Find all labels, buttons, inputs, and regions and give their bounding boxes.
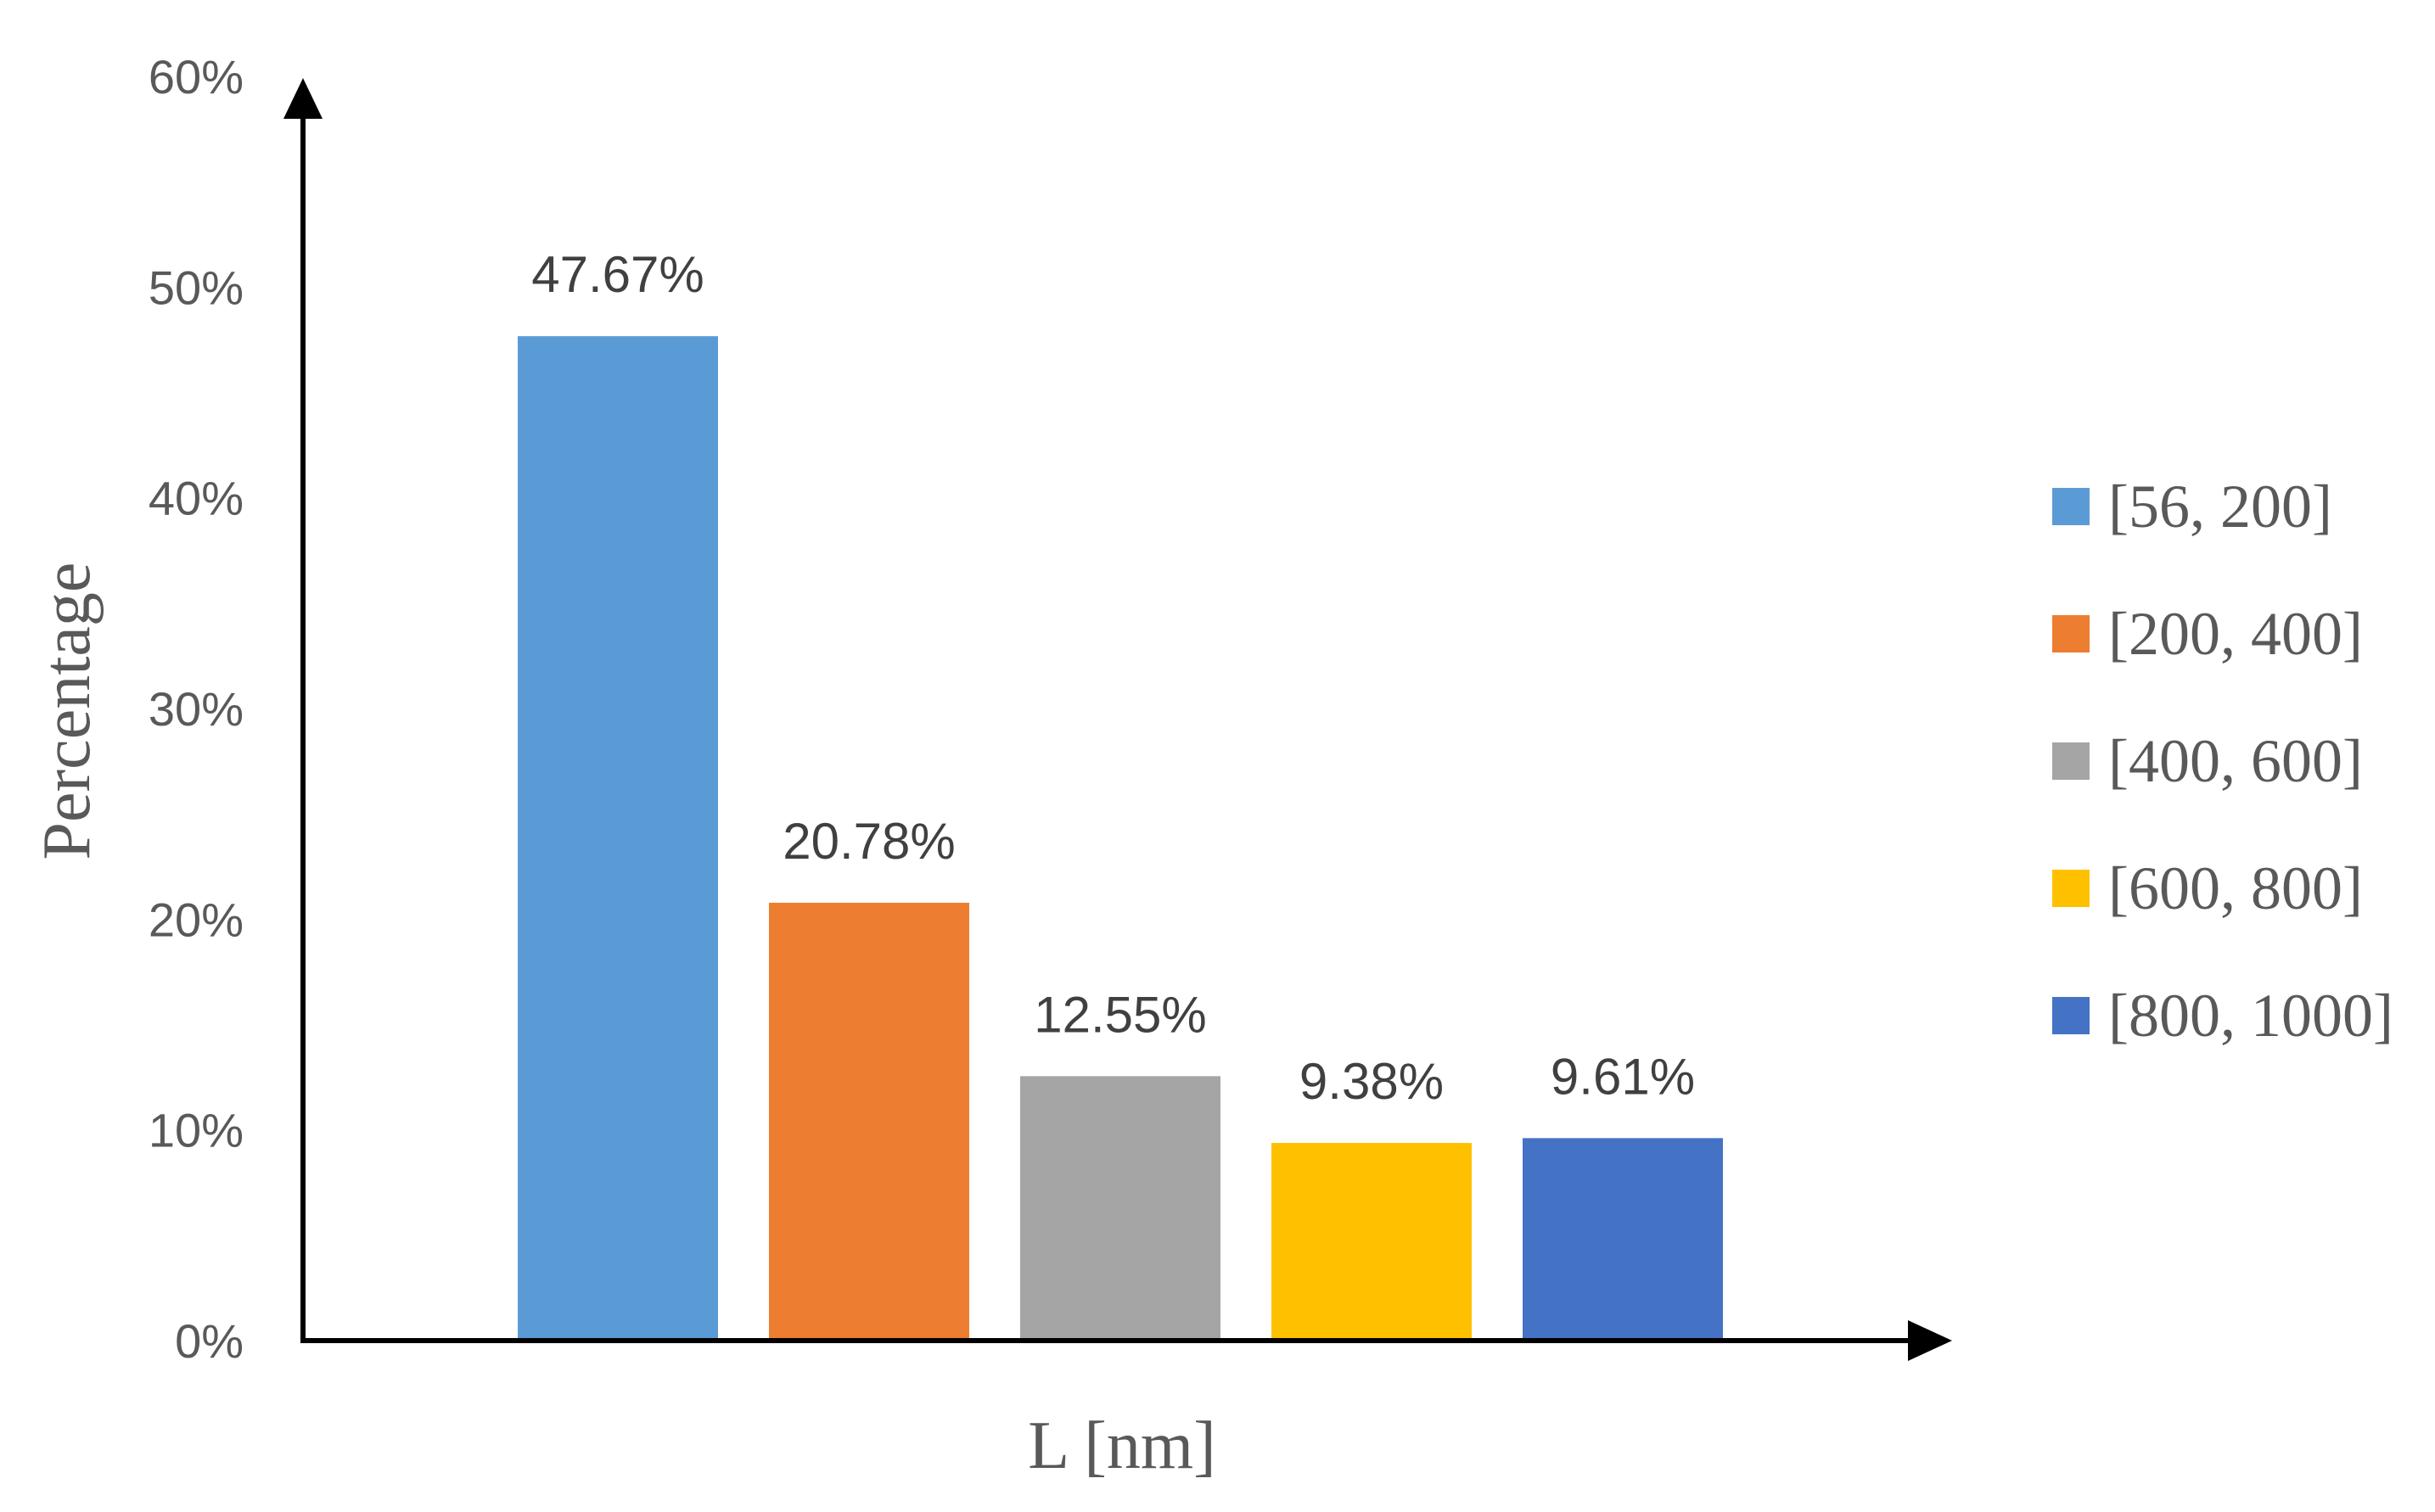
y-axis-arrow [283,78,323,119]
legend-label: [400, 600] [2108,727,2363,795]
legend-swatch [2052,870,2090,907]
data-label: 9.61% [1551,1048,1695,1105]
legend-swatch [2052,997,2090,1034]
legend-label: [600, 800] [2108,854,2363,922]
legend-swatch [2052,742,2090,780]
y-tick-label: 30% [149,682,244,736]
y-axis-ticks: 0% 10% 20% 30% 40% 50% 60% [149,50,244,1368]
y-tick-label: 50% [149,260,244,314]
y-tick-label: 0% [175,1314,244,1368]
legend-swatch [2052,488,2090,525]
y-axis-title: Percentage [30,563,104,860]
y-tick-label: 60% [149,50,244,104]
legend-label: [200, 400] [2108,600,2363,668]
legend-label: [56, 200] [2108,473,2332,540]
bar [1271,1143,1472,1341]
data-label: 20.78% [783,813,956,870]
y-tick-label: 20% [149,893,244,946]
bar [1020,1076,1220,1341]
data-label: 12.55% [1034,986,1207,1043]
legend-swatch [2052,615,2090,652]
y-tick-label: 40% [149,472,244,525]
data-label: 9.38% [1299,1053,1444,1110]
x-axis-arrow [1908,1320,1952,1361]
data-labels: 47.67% 20.78% 12.55% 9.38% 9.61% [531,246,1695,1110]
data-label: 47.67% [531,246,704,303]
bars [518,336,1723,1341]
bar [1523,1138,1723,1341]
x-axis-title: L [nm] [1028,1408,1215,1483]
legend-label: [800, 1000] [2108,982,2393,1050]
bar [518,336,718,1341]
legend: [56, 200] [200, 400] [400, 600] [600, 800] [… [2052,473,2393,1050]
bar [769,902,969,1341]
y-tick-label: 10% [149,1104,244,1157]
